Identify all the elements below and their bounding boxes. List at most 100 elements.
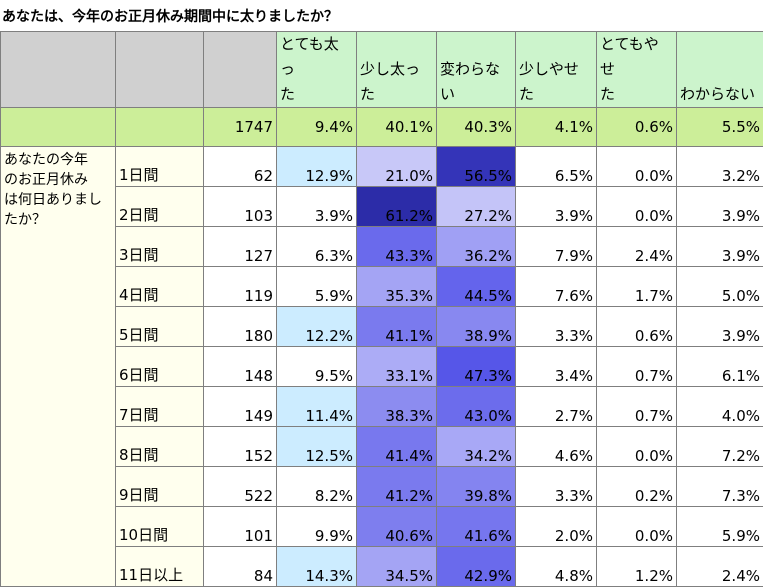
column-header-line: い	[440, 82, 512, 107]
percent-cell: 7.6%	[516, 267, 597, 307]
percent-cell: 42.9%	[437, 547, 516, 587]
row-n: 148	[204, 347, 277, 387]
total-value: 9.4%	[277, 108, 357, 147]
percent-cell: 33.1%	[357, 347, 437, 387]
percent-cell: 41.4%	[357, 427, 437, 467]
percent-cell: 40.6%	[357, 507, 437, 547]
percent-cell: 3.9%	[677, 227, 763, 267]
percent-cell: 6.3%	[277, 227, 357, 267]
percent-cell: 34.5%	[357, 547, 437, 587]
column-header: わからない	[677, 32, 763, 108]
percent-cell: 61.2%	[357, 187, 437, 227]
percent-cell: 2.4%	[597, 227, 677, 267]
percent-cell: 3.2%	[677, 147, 763, 187]
row-label: 3日間	[116, 227, 204, 267]
percent-cell: 0.2%	[597, 467, 677, 507]
row-label: 10日間	[116, 507, 204, 547]
question-line: たか？	[4, 210, 112, 230]
percent-cell: 21.0%	[357, 147, 437, 187]
total-value: 40.3%	[437, 108, 516, 147]
total-label-cell	[116, 108, 204, 147]
column-header-line: た	[519, 82, 593, 107]
percent-cell: 9.9%	[277, 507, 357, 547]
percent-cell: 9.5%	[277, 347, 357, 387]
percent-cell: 27.2%	[437, 187, 516, 227]
column-header-line: 少し太った	[360, 57, 433, 107]
row-label: 7日間	[116, 387, 204, 427]
column-header: 少しやせた	[516, 32, 597, 108]
column-header: とてもやせた	[597, 32, 677, 108]
column-header-line: 変わらな	[440, 57, 512, 82]
percent-cell: 43.0%	[437, 387, 516, 427]
percent-cell: 3.4%	[516, 347, 597, 387]
percent-cell: 34.2%	[437, 427, 516, 467]
n-header-cell	[204, 32, 277, 108]
percent-cell: 6.1%	[677, 347, 763, 387]
percent-cell: 5.0%	[677, 267, 763, 307]
row-n: 119	[204, 267, 277, 307]
percent-cell: 41.6%	[437, 507, 516, 547]
percent-cell: 7.2%	[677, 427, 763, 467]
total-value: 5.5%	[677, 108, 763, 147]
percent-cell: 8.2%	[277, 467, 357, 507]
percent-cell: 43.3%	[357, 227, 437, 267]
percent-cell: 3.3%	[516, 307, 597, 347]
column-header-line	[680, 57, 760, 82]
column-header: 少し太った	[357, 32, 437, 108]
percent-cell: 4.8%	[516, 547, 597, 587]
percent-cell: 1.2%	[597, 547, 677, 587]
percent-cell: 3.3%	[516, 467, 597, 507]
row-n: 149	[204, 387, 277, 427]
question-line: は何日ありまし	[4, 190, 112, 210]
percent-cell: 56.5%	[437, 147, 516, 187]
header-row: とても太った 少し太った変わらない少しやせたとてもやせた わからない	[1, 32, 763, 108]
total-value: 0.6%	[597, 108, 677, 147]
percent-cell: 0.6%	[597, 307, 677, 347]
percent-cell: 44.5%	[437, 267, 516, 307]
column-header-line: とてもやせ	[600, 32, 673, 82]
percent-cell: 3.9%	[677, 187, 763, 227]
row-n: 84	[204, 547, 277, 587]
percent-cell: 4.6%	[516, 427, 597, 467]
percent-cell: 3.9%	[677, 307, 763, 347]
column-header-line: た	[280, 82, 353, 107]
percent-cell: 3.9%	[516, 187, 597, 227]
row-n: 62	[204, 147, 277, 187]
row-label: 5日間	[116, 307, 204, 347]
percent-cell: 38.3%	[357, 387, 437, 427]
row-n: 103	[204, 187, 277, 227]
percent-cell: 35.3%	[357, 267, 437, 307]
total-value: 4.1%	[516, 108, 597, 147]
percent-cell: 11.4%	[277, 387, 357, 427]
percent-cell: 5.9%	[277, 267, 357, 307]
row-n: 180	[204, 307, 277, 347]
percent-cell: 0.0%	[597, 427, 677, 467]
percent-cell: 3.9%	[277, 187, 357, 227]
column-header-line	[360, 32, 433, 57]
row-label: 8日間	[116, 427, 204, 467]
question-line: のお正月休み	[4, 170, 112, 190]
percent-cell: 0.7%	[597, 387, 677, 427]
percent-cell: 47.3%	[437, 347, 516, 387]
column-header-line: わからない	[680, 82, 760, 107]
percent-cell: 0.0%	[597, 187, 677, 227]
percent-cell: 7.3%	[677, 467, 763, 507]
row-n: 127	[204, 227, 277, 267]
row-label: 2日間	[116, 187, 204, 227]
percent-cell: 1.7%	[597, 267, 677, 307]
page-title: あなたは、今年のお正月休み期間中に太りましたか？	[2, 6, 338, 28]
percent-cell: 5.9%	[677, 507, 763, 547]
column-header-line: た	[600, 82, 673, 107]
column-header-line: とても太っ	[280, 32, 353, 82]
percent-cell: 0.7%	[597, 347, 677, 387]
percent-cell: 2.0%	[516, 507, 597, 547]
corner-cell	[1, 32, 116, 108]
